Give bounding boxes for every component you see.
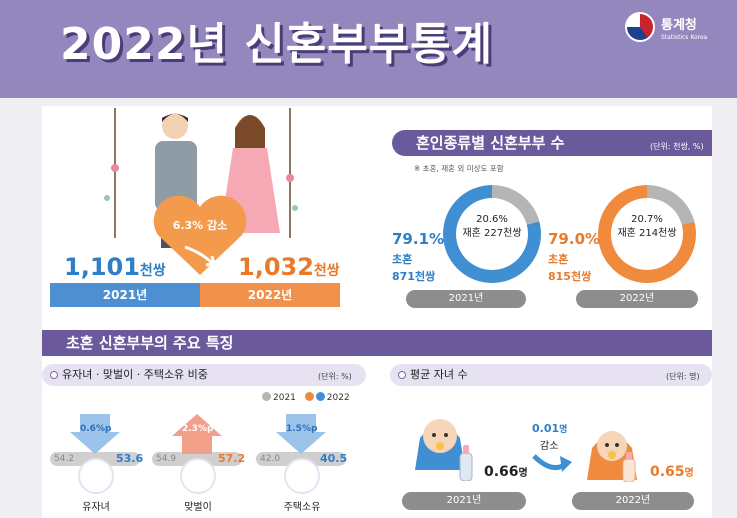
home-v2022: 40.5 — [320, 452, 348, 465]
first-2022-count: 815천쌍 — [548, 270, 592, 283]
children-avg-subheading: 평균 자녀 수 — [390, 364, 712, 386]
ratio-subheading: 유자녀 · 맞벌이 · 주택소유 비중 — [42, 364, 366, 386]
dual-income-v2022: 57.2 — [218, 452, 246, 465]
donut-2022-re-label: 재혼 214천쌍 — [617, 228, 677, 239]
total-2022: 1,032천쌍 — [238, 253, 340, 281]
org-name: 통계청 — [661, 18, 697, 33]
first-marriage-heading: 초혼 신혼부부의 주요 특징 — [42, 330, 712, 356]
child-icon — [78, 458, 114, 494]
year-pill-2022: 2022년 — [576, 290, 698, 308]
children-2022-unit: 명 — [684, 468, 694, 479]
children-v2021: 54.2 — [54, 454, 75, 464]
baby-2021-icon — [415, 419, 465, 470]
home-change: 1.5%p — [286, 424, 318, 434]
decrease-arrow-icon — [532, 454, 572, 472]
legend-2021-swatch — [262, 392, 271, 401]
legend-2022-swatch-blue — [315, 392, 325, 401]
marriage-type-unit: (단위: 천쌍, %) — [650, 142, 704, 151]
first-2021-pct: 79.1% — [392, 230, 445, 248]
first-2022-pct: 79.0% — [548, 230, 601, 248]
donut-2022-re-pct: 20.7% — [631, 214, 663, 225]
children-2022-value: 0.65 — [650, 464, 685, 480]
decrease-heart-icon — [153, 195, 247, 275]
first-2021-label: 초혼 — [392, 253, 413, 266]
total-2022-unit: 천쌍 — [313, 263, 340, 279]
dual-income-change: 2.3%p — [182, 424, 214, 434]
house-icon — [284, 458, 320, 494]
home-label: 주택소유 — [283, 502, 321, 513]
ratio-title: 유자녀 · 맞벌이 · 주택소유 비중 — [62, 368, 208, 381]
legend-2021: 2021 — [273, 393, 296, 403]
children-2021-unit: 명 — [518, 468, 528, 479]
banner-scallop-edge — [0, 90, 737, 104]
children-v2022: 53.6 — [116, 452, 144, 465]
donut-2021: 20.6% 재혼 227천쌍 — [443, 185, 541, 283]
children-2021-value: 0.66 — [484, 464, 519, 480]
first-2021-count: 871천쌍 — [392, 270, 436, 283]
donut-2021-re-pct: 20.6% — [476, 214, 508, 225]
year-bar-2021: 2021년 — [50, 283, 200, 307]
down-arrow-icon — [70, 414, 120, 454]
children-change-unit: 명 — [559, 425, 568, 435]
dual-income-label: 맞벌이 — [184, 502, 212, 513]
children-change-word: 감소 — [540, 441, 559, 452]
children-change: 0.01명 — [532, 422, 567, 435]
children-2021: 0.66명 — [484, 464, 528, 480]
total-2021: 1,101천쌍 — [64, 253, 166, 281]
working-couple-icon — [180, 458, 216, 494]
marriage-type-heading: 혼인종류별 신혼부부 수 — [392, 130, 712, 156]
first-2022-label: 초혼 — [548, 253, 569, 266]
donut-2022: 20.7% 재혼 214천쌍 — [598, 185, 696, 283]
baby-bottle-icon — [459, 445, 473, 481]
children-change: 0.6%p — [80, 424, 112, 434]
down-arrow-icon — [276, 414, 326, 454]
children-year-pill-2022: 2022년 — [572, 492, 694, 510]
subheading-dot-icon — [398, 371, 406, 379]
donut-2021-re-label: 재혼 227천쌍 — [462, 228, 522, 239]
year-bar-2022: 2022년 — [200, 283, 340, 307]
legend-2022: 2022 — [326, 393, 350, 403]
subheading-dot-icon — [50, 371, 58, 379]
ratio-unit: (단위: %) — [318, 372, 352, 381]
year-pill-2021: 2021년 — [406, 290, 526, 308]
header-banner — [0, 0, 737, 104]
total-2021-value: 1,101 — [64, 253, 140, 281]
page-title: 2022년 신혼부부통계 — [60, 19, 494, 70]
children-change-value: 0.01 — [532, 422, 560, 435]
total-2021-unit: 천쌍 — [139, 263, 166, 279]
marriage-type-note: ※ 초혼, 재혼 외 미상도 포함 — [414, 164, 504, 173]
baby-bottle-icon — [622, 452, 636, 482]
org-subtitle: Statistics Korea — [661, 34, 708, 41]
children-year-pill-2021: 2021년 — [402, 492, 526, 510]
children-avg-unit: (단위: 명) — [666, 372, 700, 381]
dual-income-v2021: 54.9 — [156, 454, 177, 464]
taegeuk-logo-icon — [625, 12, 655, 42]
home-v2021: 42.0 — [260, 454, 281, 464]
children-avg-title: 평균 자녀 수 — [410, 368, 468, 381]
children-2022: 0.65명 — [650, 464, 694, 480]
legend-2022-swatch-orange — [304, 392, 314, 401]
total-2022-value: 1,032 — [238, 253, 314, 281]
ratio-legend: 2021 2022 — [262, 392, 350, 403]
children-label: 유자녀 — [82, 502, 110, 513]
up-arrow-icon — [172, 414, 222, 454]
